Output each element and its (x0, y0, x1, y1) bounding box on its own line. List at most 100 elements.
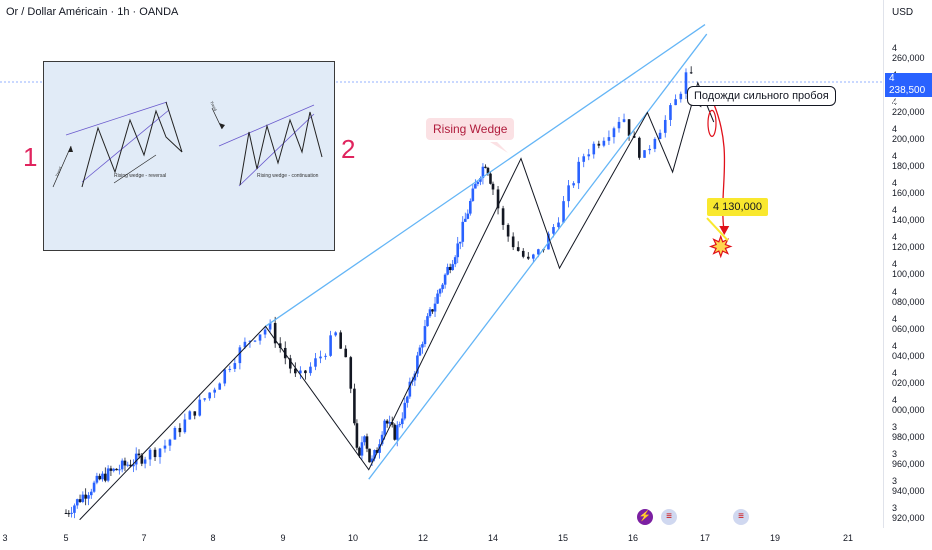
candle-body (607, 137, 611, 141)
candle-body (75, 499, 79, 506)
candle-body (648, 148, 652, 151)
candle-body (426, 316, 429, 327)
candle-body (339, 332, 342, 349)
candle-body (463, 218, 467, 222)
candle-body (433, 303, 437, 312)
price-axis-divider (883, 0, 884, 528)
candle-body (489, 173, 492, 184)
candle-body (183, 419, 187, 433)
candle-body (562, 201, 565, 223)
candle-body (627, 119, 631, 136)
candle-body (431, 309, 434, 312)
candle-body (572, 183, 575, 186)
candle-body (400, 418, 404, 425)
candle-body (273, 322, 277, 344)
time-axis-tick: 3 (2, 533, 8, 543)
candle-body (390, 422, 394, 425)
candle-body (299, 370, 302, 374)
candle-body (456, 243, 460, 258)
candle-body (438, 289, 442, 294)
candle-body (453, 257, 457, 265)
candle-body (64, 513, 68, 514)
candle-body (233, 363, 237, 369)
candle-body (304, 370, 307, 374)
wait-breakout-callout[interactable]: Подожди сильного пробоя (687, 86, 836, 106)
candle-body (334, 332, 337, 336)
price-axis-tick: 4 180,000 (892, 151, 925, 172)
time-axis-tick: 14 (487, 533, 499, 543)
candle-body (526, 256, 530, 259)
currency-label[interactable]: USD (892, 7, 914, 18)
wedge-lower-line[interactable] (368, 33, 708, 480)
candle-body (137, 453, 141, 456)
candle-body (208, 392, 211, 399)
candle-body (679, 93, 683, 100)
candle-body (380, 434, 384, 445)
candle-body (258, 334, 262, 341)
current-price-tag: 4 238,500 36:17 (885, 73, 932, 108)
candle-body (193, 411, 197, 416)
forecast-arrow[interactable] (713, 104, 726, 234)
candle-body (388, 422, 391, 424)
candles-group (64, 66, 693, 519)
candle-body (288, 358, 292, 369)
candle-body (238, 347, 242, 364)
price-axis-tick: 4 200,000 (892, 124, 925, 145)
time-axis-tick: 16 (627, 533, 639, 543)
candle-body (416, 355, 419, 374)
candle-body (638, 137, 641, 158)
candle-body (163, 445, 167, 449)
candle-body (78, 499, 82, 502)
candle-body (567, 185, 570, 202)
candle-body (577, 161, 580, 184)
candle-body (309, 366, 312, 374)
candle-body (479, 178, 482, 182)
candle-body (393, 424, 397, 440)
candle-body (658, 132, 662, 139)
candle-body (474, 184, 477, 189)
us-flag-icon[interactable]: ≡ (661, 509, 677, 525)
inset-trend-label-left: Trend (54, 166, 62, 177)
bar-countdown: 36:17 (889, 97, 915, 108)
chart-title: Or / Dollar Américain · 1h · OANDA (6, 6, 179, 18)
candle-body (461, 221, 465, 242)
time-axis-tick: 9 (280, 533, 286, 543)
candle-body (115, 468, 118, 471)
price-axis-tick: 4 040,000 (892, 340, 925, 361)
price-axis-tick: 4 140,000 (892, 205, 925, 226)
rising-wedge-label[interactable]: Rising Wedge (426, 118, 515, 140)
candle-body (353, 388, 356, 424)
candle-body (294, 368, 297, 374)
candle-body (491, 183, 495, 190)
candle-body (173, 427, 177, 440)
target-pointer (706, 217, 729, 242)
candle-body (140, 455, 144, 464)
price-axis-tick: 3 980,000 (892, 421, 925, 442)
price-axis-tick: 4 020,000 (892, 367, 925, 388)
time-axis-tick: 7 (141, 533, 147, 543)
candle-body (324, 355, 327, 357)
target-price-label[interactable]: 4 130,000 (707, 198, 768, 216)
candle-body (263, 329, 267, 335)
inset-caption-left: Rising wedge - reversal (114, 173, 166, 179)
time-axis-tick: 15 (557, 533, 569, 543)
lightning-icon[interactable]: ⚡ (637, 509, 653, 525)
time-axis-tick: 8 (210, 533, 216, 543)
wedge-upper-line[interactable] (265, 24, 706, 327)
candle-body (106, 468, 110, 481)
candle-body (622, 119, 626, 122)
candle-body (358, 447, 361, 456)
zigzag-swing-line[interactable] (79, 81, 715, 521)
us-flag-icon[interactable]: ≡ (733, 509, 749, 525)
candle-body (469, 200, 472, 214)
candle-body (223, 369, 227, 384)
candle-body (383, 420, 386, 435)
candle-body (153, 449, 157, 458)
candle-body (418, 347, 422, 356)
candle-body (370, 458, 374, 463)
breakout-ellipse[interactable] (707, 109, 717, 137)
candle-body (360, 442, 364, 456)
candle-body (506, 224, 510, 237)
time-axis-tick: 5 (63, 533, 69, 543)
